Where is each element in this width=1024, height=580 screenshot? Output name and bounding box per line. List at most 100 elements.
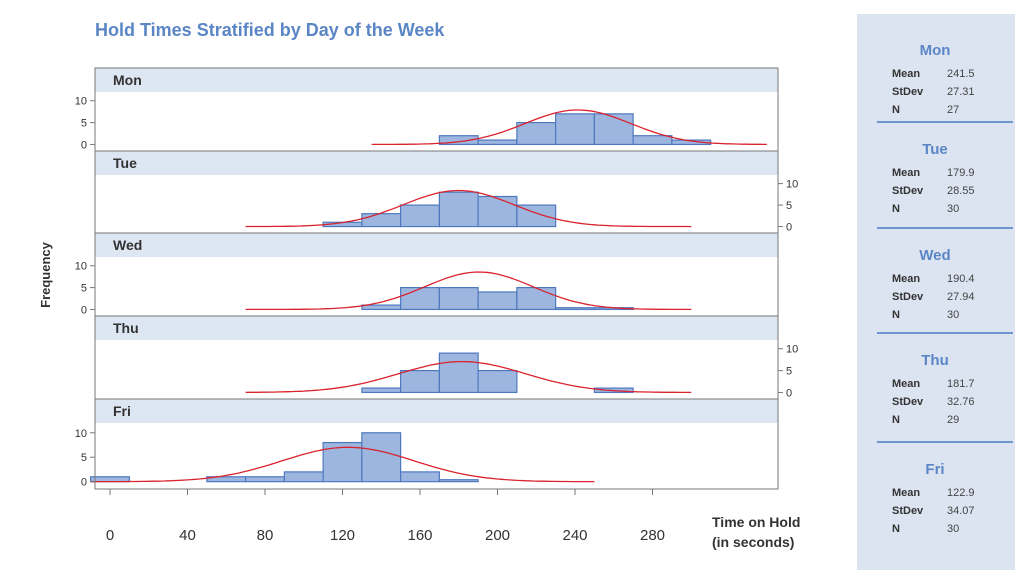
normal-curve-mon bbox=[371, 109, 767, 146]
bar-thu-0 bbox=[361, 387, 402, 394]
stats-panel: Mon Mean 241.5 StDev 27.31 N 27 Tue Mean 179.9 StD… bbox=[857, 14, 1015, 570]
stat-value: 190.4 bbox=[947, 273, 975, 285]
stats-day-tue: Tue bbox=[922, 141, 948, 158]
normal-curve-tue bbox=[245, 189, 692, 228]
stat-value: 34.07 bbox=[947, 505, 975, 517]
xtick-label-80: 80 bbox=[257, 527, 274, 544]
bar-fri-0 bbox=[90, 476, 130, 483]
ytick-label-fri-5: 5 bbox=[81, 452, 87, 464]
bar-mon-6 bbox=[671, 139, 712, 146]
strip-mon bbox=[95, 68, 778, 92]
strip-label-fri: Fri bbox=[113, 403, 131, 419]
bar-mon-4 bbox=[593, 113, 634, 146]
ytick-label-thu-10: 10 bbox=[786, 344, 798, 356]
xtick-label-280: 280 bbox=[640, 527, 665, 544]
stat-label: Mean bbox=[892, 273, 921, 285]
plot-frame bbox=[94, 67, 779, 490]
stat-label: Mean bbox=[892, 68, 921, 80]
ytick-label-wed-10: 10 bbox=[75, 261, 87, 273]
xtick-label-120: 120 bbox=[330, 527, 355, 544]
bar-wed-2 bbox=[438, 286, 479, 311]
stat-label: StDev bbox=[892, 185, 924, 197]
stat-value: 27.31 bbox=[947, 86, 975, 98]
bar-fri-6 bbox=[400, 471, 440, 483]
stat-value: 30 bbox=[947, 203, 960, 215]
stat-value: 181.7 bbox=[947, 378, 975, 390]
xtick-label-40: 40 bbox=[179, 527, 196, 544]
bar-tue-2 bbox=[400, 204, 440, 228]
histogram-chart: Mon 0 5 10 Tue 0 5 10 Wed 0 5 10 Thu 0 5 10 Fri 0 5 10 0 40 80… bbox=[38, 67, 800, 550]
stats-separator bbox=[877, 121, 1013, 123]
strip-label-tue: Tue bbox=[113, 155, 137, 171]
bar-wed-3 bbox=[477, 291, 518, 311]
bar-mon-5 bbox=[632, 135, 673, 146]
bar-thu-2 bbox=[438, 352, 479, 394]
stat-stdev-tue: StDev 28.55 bbox=[892, 185, 975, 197]
stat-label: N bbox=[892, 309, 900, 321]
ytick-label-thu-5: 5 bbox=[786, 366, 792, 378]
stat-label: N bbox=[892, 203, 900, 215]
stat-label: StDev bbox=[892, 86, 924, 98]
strip-tue bbox=[95, 151, 778, 175]
stat-label: Mean bbox=[892, 167, 921, 179]
stat-value: 30 bbox=[947, 523, 960, 535]
ytick-label-thu-0: 0 bbox=[786, 387, 792, 399]
stat-value: 28.55 bbox=[947, 185, 975, 197]
ytick-label-fri-0: 0 bbox=[81, 477, 87, 489]
ytick-label-mon-0: 0 bbox=[81, 139, 87, 151]
bar-fri-7 bbox=[438, 479, 479, 483]
x-axis-label-line2: (in seconds) bbox=[712, 534, 794, 550]
stat-value: 27 bbox=[947, 104, 960, 116]
normal-curve-fri bbox=[90, 446, 595, 483]
ytick-label-fri-10: 10 bbox=[75, 428, 87, 440]
stat-label: StDev bbox=[892, 291, 924, 303]
stat-mean-thu: Mean 181.7 bbox=[892, 378, 975, 390]
xtick-label-160: 160 bbox=[407, 527, 432, 544]
stat-n-thu: N 29 bbox=[892, 414, 959, 426]
stat-stdev-thu: StDev 32.76 bbox=[892, 396, 975, 408]
strip-label-wed: Wed bbox=[113, 237, 142, 253]
stat-n-tue: N 30 bbox=[892, 203, 959, 215]
bar-tue-5 bbox=[516, 204, 557, 228]
bar-mon-3 bbox=[555, 113, 595, 146]
bar-fri-5 bbox=[361, 432, 402, 483]
stats-day-wed: Wed bbox=[919, 247, 951, 264]
stat-mean-mon: Mean 241.5 bbox=[892, 68, 975, 80]
bar-wed-1 bbox=[400, 286, 440, 311]
stat-n-wed: N 30 bbox=[892, 309, 959, 321]
strip-label-thu: Thu bbox=[113, 320, 139, 336]
stat-value: 30 bbox=[947, 309, 960, 321]
ytick-label-wed-0: 0 bbox=[81, 304, 87, 316]
stat-mean-fri: Mean 122.9 bbox=[892, 487, 975, 499]
xtick-label-240: 240 bbox=[562, 527, 587, 544]
stat-mean-tue: Mean 179.9 bbox=[892, 167, 975, 179]
stat-value: 179.9 bbox=[947, 167, 975, 179]
stat-label: Mean bbox=[892, 487, 921, 499]
bar-fri-2 bbox=[245, 476, 285, 483]
strip-wed bbox=[95, 233, 778, 257]
stat-value: 241.5 bbox=[947, 68, 975, 80]
stat-label: StDev bbox=[892, 396, 924, 408]
bar-thu-3 bbox=[477, 369, 518, 394]
strip-fri bbox=[95, 399, 778, 423]
stat-value: 32.76 bbox=[947, 396, 975, 408]
bar-tue-3 bbox=[438, 191, 479, 228]
stat-stdev-mon: StDev 27.31 bbox=[892, 86, 975, 98]
bar-wed-5 bbox=[555, 307, 595, 311]
stat-label: N bbox=[892, 523, 900, 535]
stats-separator bbox=[877, 227, 1013, 229]
stat-mean-wed: Mean 190.4 bbox=[892, 273, 975, 285]
ytick-label-tue-0: 0 bbox=[786, 222, 792, 234]
stat-n-fri: N 30 bbox=[892, 523, 959, 535]
stats-separator bbox=[877, 441, 1013, 443]
bar-wed-0 bbox=[361, 304, 402, 311]
stat-value: 29 bbox=[947, 414, 960, 426]
stats-day-fri: Fri bbox=[925, 461, 945, 478]
stat-stdev-wed: StDev 27.94 bbox=[892, 291, 975, 303]
x-axis-label-line1: Time on Hold bbox=[712, 514, 800, 530]
normal-curve-wed bbox=[245, 271, 692, 311]
xtick-label-0: 0 bbox=[106, 527, 114, 544]
ytick-label-mon-5: 5 bbox=[81, 118, 87, 130]
strip-label-mon: Mon bbox=[113, 72, 142, 88]
stats-day-mon: Mon bbox=[919, 42, 951, 59]
